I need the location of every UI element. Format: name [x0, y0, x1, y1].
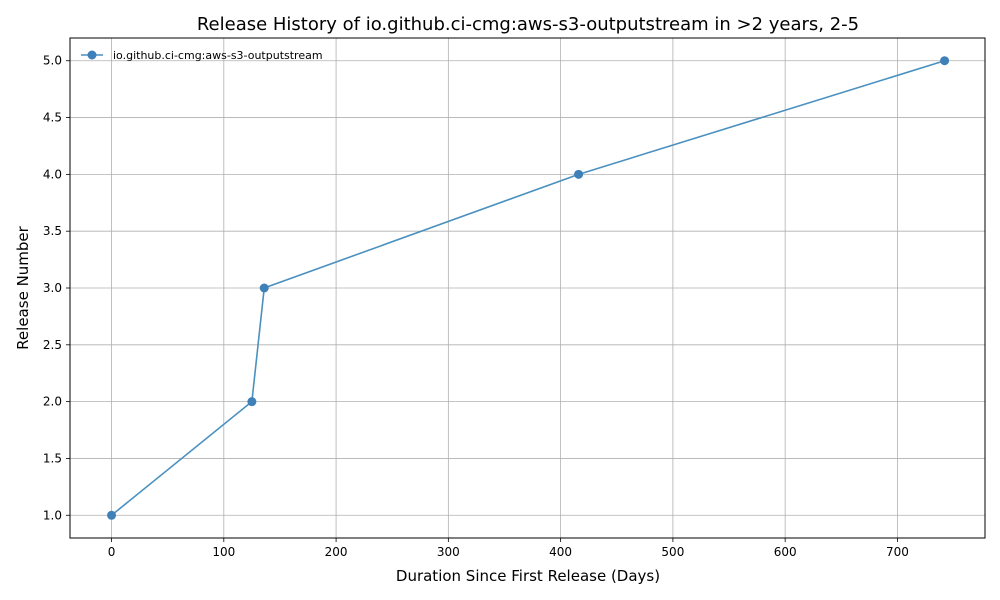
x-tick-label: 700 — [886, 545, 909, 559]
legend-label: io.github.ci-cmg:aws-s3-outputstream — [113, 49, 323, 62]
x-tick-label: 300 — [437, 545, 460, 559]
data-point — [574, 169, 584, 179]
y-tick-label: 1.5 — [43, 451, 62, 465]
y-tick-label: 4.5 — [43, 111, 62, 125]
x-tick-label: 200 — [325, 545, 348, 559]
data-point — [247, 397, 257, 407]
y-tick-label: 1.0 — [43, 508, 62, 522]
ticks: 0 100 200 300 400 500 600 700 1.0 1.5 2.0 2.5 3.0 3.5… — [43, 54, 909, 559]
y-tick-label: 2.5 — [43, 338, 62, 352]
y-tick-label: 2.0 — [43, 395, 62, 409]
x-tick-label: 400 — [549, 545, 572, 559]
data-point — [259, 283, 269, 293]
y-tick-label: 4.0 — [43, 167, 62, 181]
data-point — [940, 56, 950, 66]
y-tick-label: 3.5 — [43, 224, 62, 238]
x-axis-title: Duration Since First Release (Days) — [396, 567, 660, 585]
y-tick-label: 3.0 — [43, 281, 62, 295]
chart-title: Release History of io.github.ci-cmg:aws-… — [197, 14, 859, 35]
data-point — [107, 510, 117, 520]
x-tick-label: 100 — [212, 545, 235, 559]
x-tick-label: 600 — [774, 545, 797, 559]
x-tick-label: 500 — [661, 545, 684, 559]
series-layer — [107, 56, 950, 520]
grid — [70, 38, 985, 538]
legend: io.github.ci-cmg:aws-s3-outputstream — [81, 49, 323, 62]
y-axis-title: Release Number — [14, 225, 32, 349]
x-tick-label: 0 — [108, 545, 116, 559]
legend-marker — [87, 50, 97, 60]
y-tick-label: 5.0 — [43, 54, 62, 68]
